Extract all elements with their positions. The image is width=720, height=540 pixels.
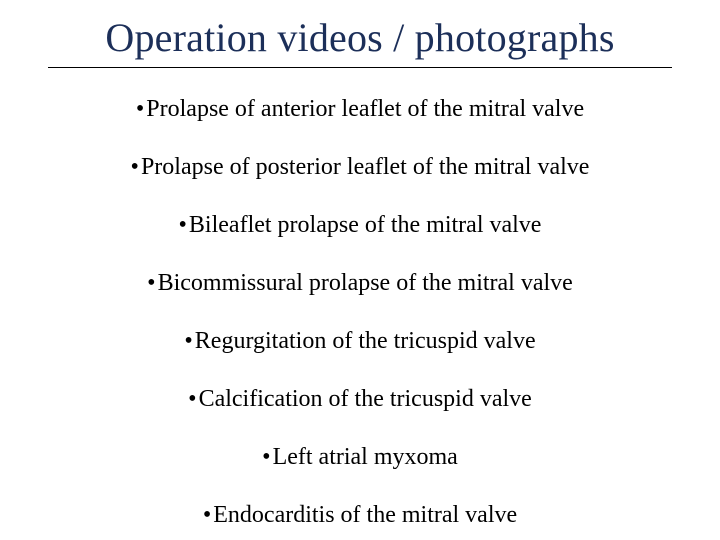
list-item: •Regurgitation of the tricuspid valve [184, 326, 535, 356]
bullet-list: •Prolapse of anterior leaflet of the mit… [0, 94, 720, 530]
bullet-icon: • [131, 152, 139, 182]
bullet-icon: • [188, 384, 196, 414]
list-item: •Bicommissural prolapse of the mitral va… [147, 268, 573, 298]
list-item-label: Prolapse of posterior leaflet of the mit… [141, 154, 590, 180]
bullet-icon: • [147, 268, 155, 298]
list-item-label: Regurgitation of the tricuspid valve [195, 328, 536, 354]
list-item: •Endocarditis of the mitral valve [203, 500, 517, 530]
list-item-label: Calcification of the tricuspid valve [199, 386, 532, 412]
list-item: •Left atrial myxoma [262, 442, 458, 472]
bullet-icon: • [203, 500, 211, 530]
title-underline [48, 67, 672, 68]
list-item-label: Left atrial myxoma [273, 444, 458, 470]
bullet-icon: • [262, 442, 270, 472]
list-item-label: Prolapse of anterior leaflet of the mitr… [146, 96, 584, 122]
list-item: •Calcification of the tricuspid valve [188, 384, 532, 414]
slide-title: Operation videos / photographs [60, 14, 660, 61]
list-item: •Prolapse of anterior leaflet of the mit… [136, 94, 584, 124]
list-item: •Bileaflet prolapse of the mitral valve [179, 210, 542, 240]
list-item-label: Bileaflet prolapse of the mitral valve [189, 212, 542, 238]
bullet-icon: • [136, 94, 144, 124]
list-item: •Prolapse of posterior leaflet of the mi… [131, 152, 590, 182]
slide: Operation videos / photographs •Prolapse… [0, 0, 720, 540]
bullet-icon: • [184, 326, 192, 356]
list-item-label: Endocarditis of the mitral valve [213, 502, 517, 528]
list-item-label: Bicommissural prolapse of the mitral val… [158, 270, 573, 296]
bullet-icon: • [179, 210, 187, 240]
